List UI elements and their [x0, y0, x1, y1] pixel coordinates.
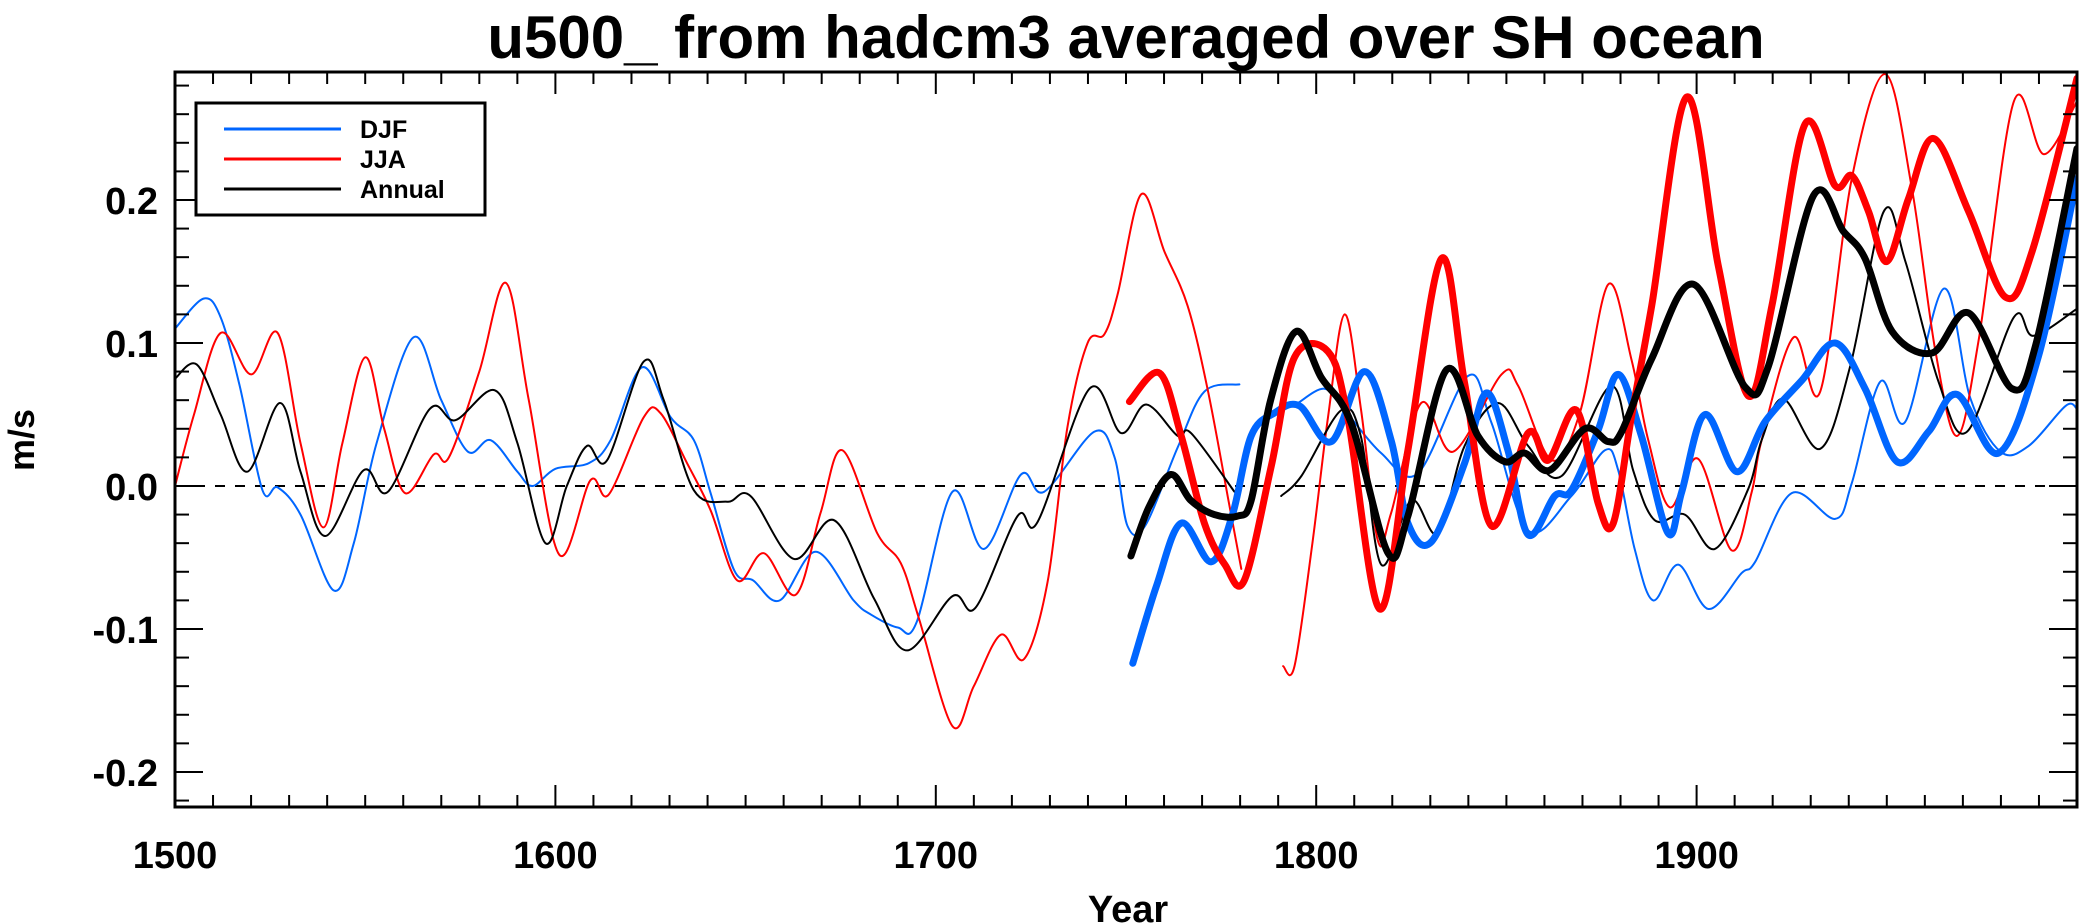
axes — [173, 70, 2079, 809]
series-line-djf-thick-seg0 — [1129, 175, 2077, 667]
y-axis-label: m/s — [1, 409, 42, 471]
x-tick-label: 1800 — [1274, 835, 1359, 877]
legend: DJF JJA Annual — [194, 101, 487, 217]
y-tick-label: 0.0 — [105, 467, 158, 509]
series-line-jja-thin-seg0 — [175, 192, 1243, 730]
series-layer — [175, 73, 2077, 730]
chart-title: u500_ from hadcm3 averaged over SH ocean — [487, 4, 1764, 71]
y-tick-label: -0.2 — [93, 753, 158, 795]
y-tick-label: 0.2 — [105, 181, 158, 223]
series-line-djf-thin-seg1 — [1296, 287, 2077, 610]
series-line-annual-thin-seg0 — [175, 358, 1236, 652]
legend-label-annual: Annual — [360, 176, 445, 204]
x-tick-label: 1700 — [894, 835, 979, 877]
series-line-jja-thin-seg1 — [1282, 73, 2077, 677]
series-line-djf-thin-seg0 — [175, 297, 1241, 635]
legend-label-djf: DJF — [360, 116, 407, 144]
legend-label-jja: JJA — [360, 146, 406, 174]
tick-labels: 1500 1600 1700 1800 1900 -0.2 -0.1 0.0 0.1 0.2 — [93, 181, 1739, 877]
x-tick-label: 1600 — [513, 835, 598, 877]
x-tick-label: 1900 — [1654, 835, 1739, 877]
y-tick-label: -0.1 — [93, 610, 158, 652]
x-tick-label: 1500 — [133, 835, 218, 877]
series-line-jja-thick-seg0 — [1125, 74, 2077, 613]
series-line-annual-thick-seg0 — [1127, 145, 2077, 562]
y-tick-label: 0.1 — [105, 324, 158, 366]
x-axis-label: Year — [1088, 889, 1169, 924]
